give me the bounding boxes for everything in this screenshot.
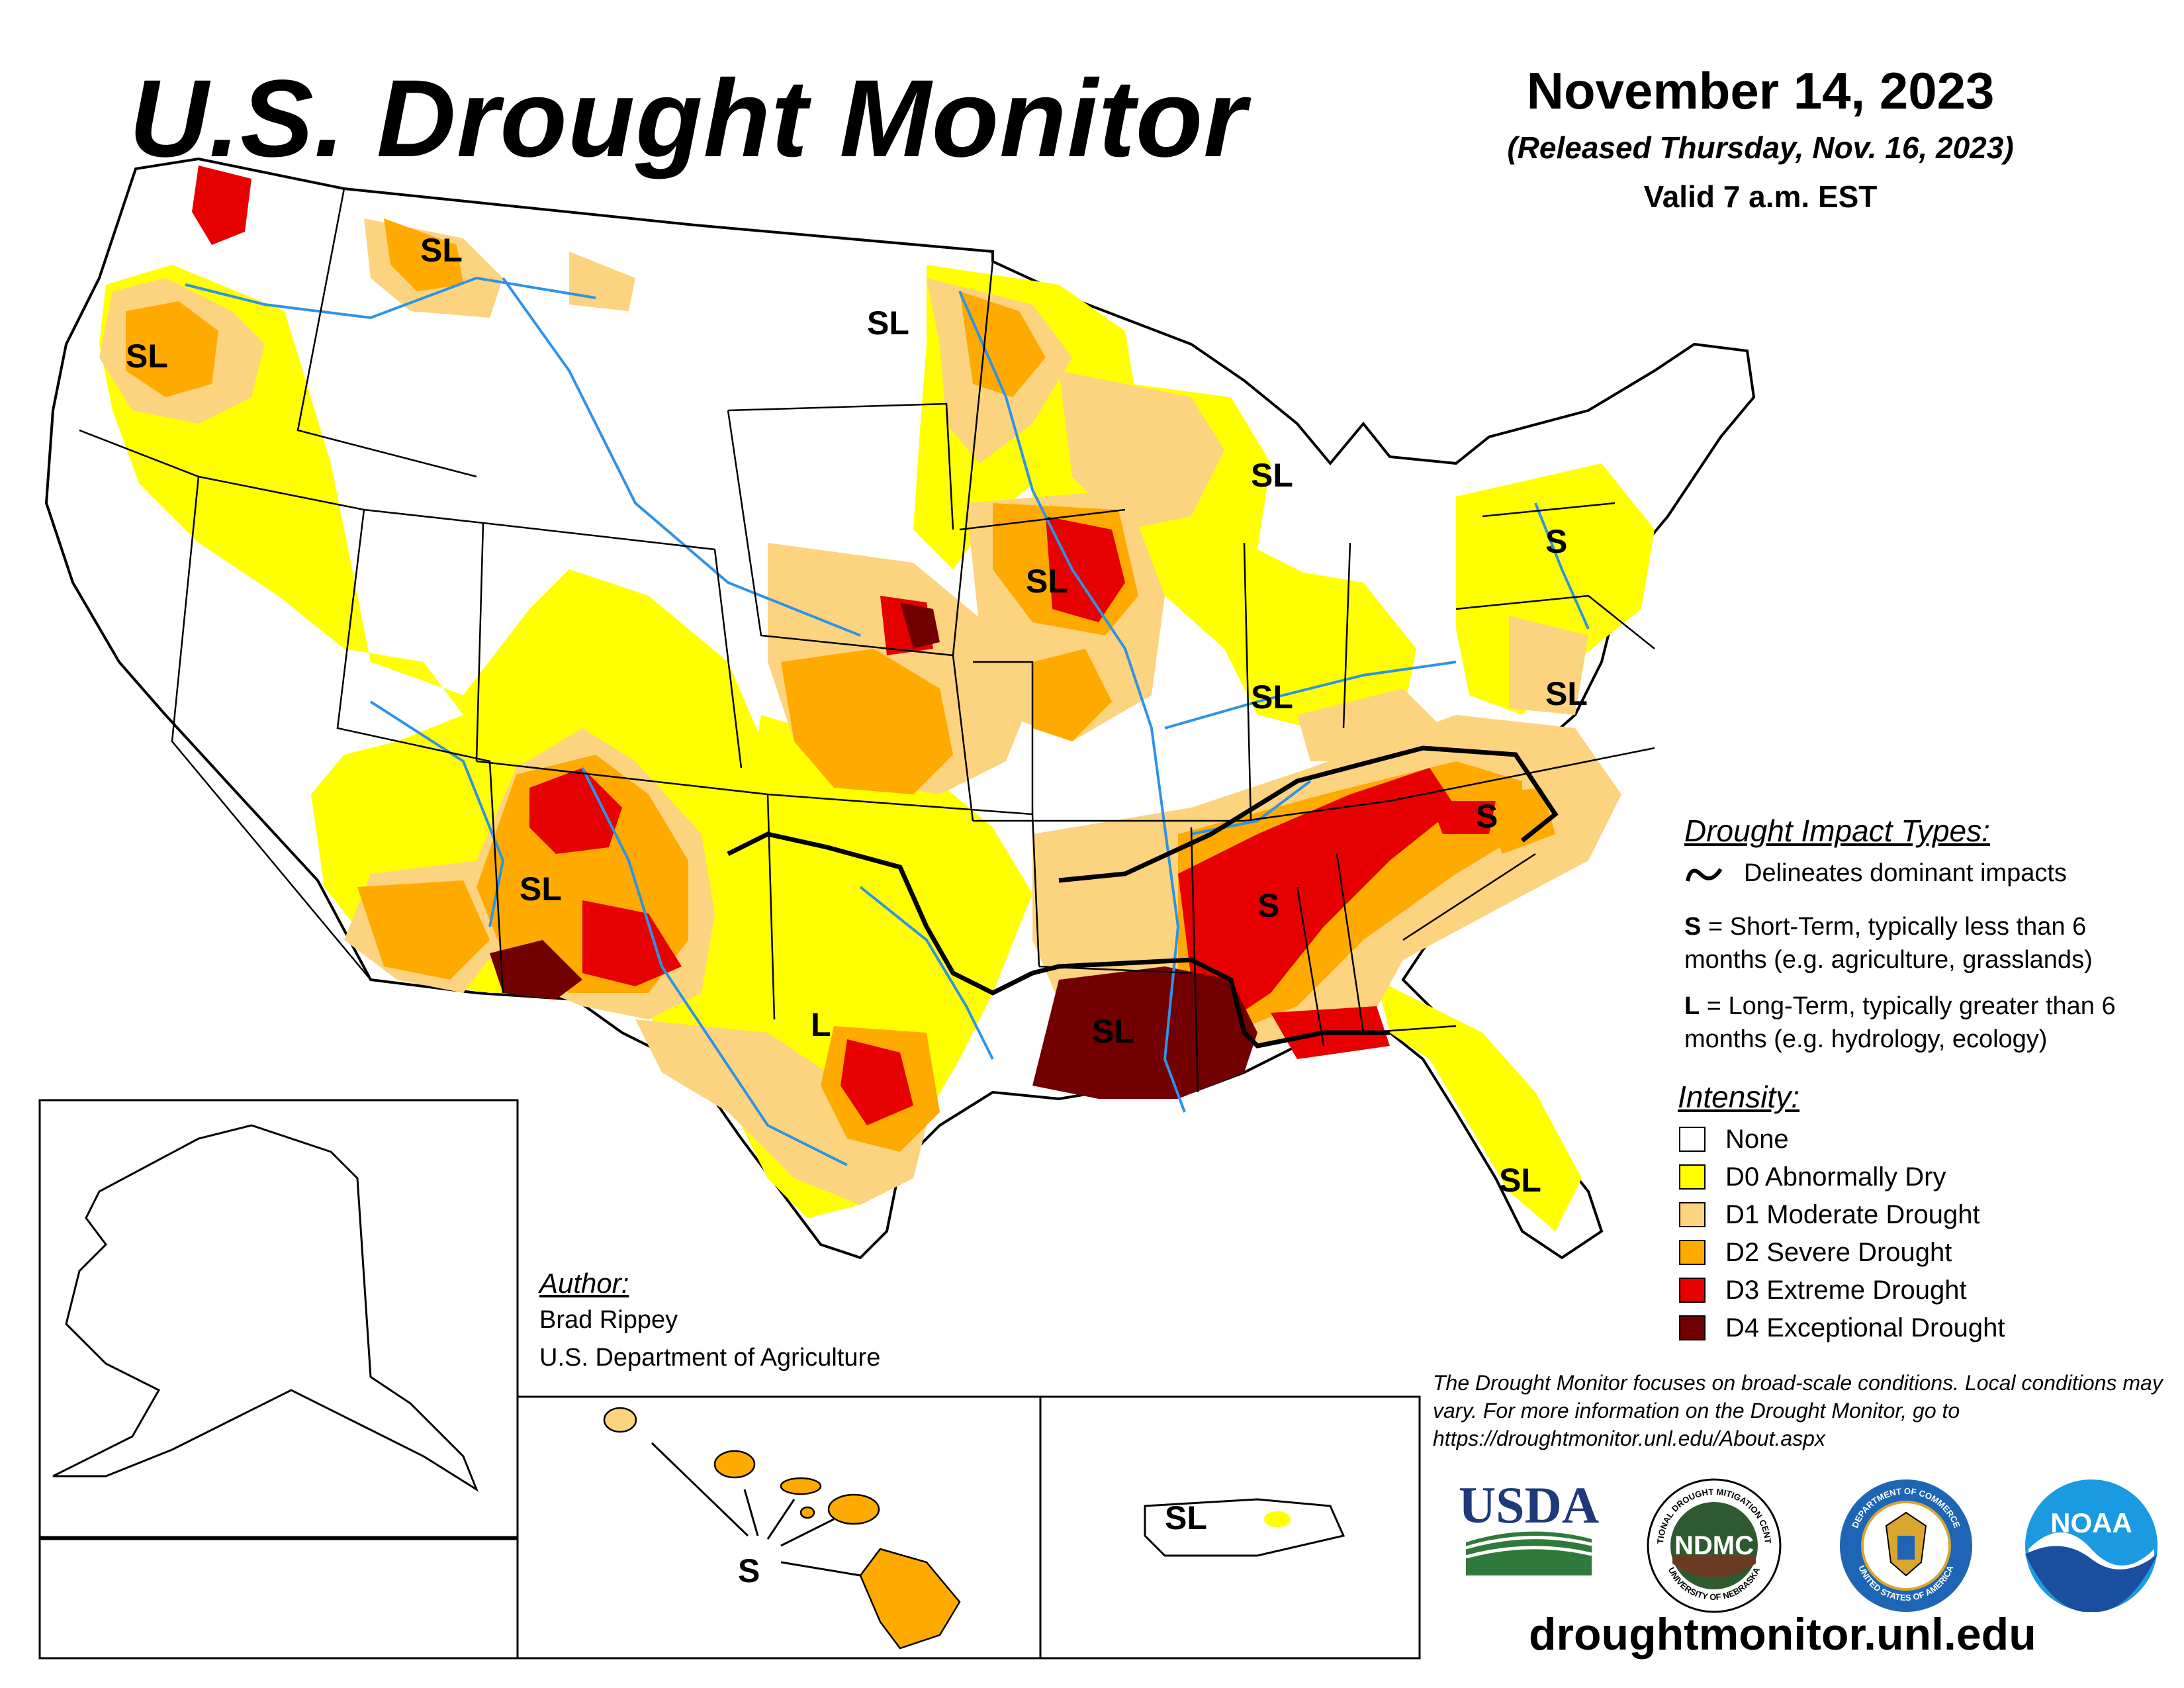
- map-label-ia: SL: [1026, 563, 1068, 600]
- map-label-in: SL: [1251, 679, 1293, 716]
- valid-time: Valid 7 a.m. EST: [1643, 179, 1878, 214]
- impact-short-term: S = Short-Term, typically less than 6 mo…: [1684, 910, 2174, 976]
- usda-logo: USDA: [1459, 1476, 1599, 1575]
- state-borders: [79, 188, 1655, 1093]
- swatch-d4: [1679, 1315, 1706, 1340]
- swatch-d0: [1679, 1164, 1706, 1190]
- map-label-va: SL: [1545, 675, 1588, 712]
- legend-label-d1: D1 Moderate Drought: [1725, 1199, 1980, 1229]
- impact-line-icon: [1686, 868, 1723, 882]
- disclaimer-text: The Drought Monitor focuses on broad-sca…: [1433, 1371, 2163, 1450]
- intensity-title: Intensity:: [1678, 1080, 1800, 1114]
- map-label-wa: SL: [126, 338, 168, 375]
- legend-row-d1: D1 Moderate Drought: [1679, 1199, 1980, 1229]
- rivers: [185, 276, 1590, 1166]
- map-label-la: SL: [1092, 1013, 1134, 1050]
- map-label-pr: SL: [1165, 1499, 1207, 1536]
- ndmc-logo-text: NDMC: [1674, 1531, 1754, 1560]
- map-label-fl: SL: [1499, 1162, 1541, 1199]
- alaska-outline: [52, 1124, 479, 1492]
- map-labels: SL SL SL SL SL S SL SL S S SL SL L SL S …: [126, 232, 1588, 1589]
- commerce-seal-logo: DEPARTMENT OF COMMERCE UNITED STATES OF …: [1840, 1479, 1972, 1612]
- hawaii-pointer-lines: [651, 1442, 861, 1577]
- map-label-nm: SL: [520, 870, 562, 908]
- impact-line-legend: Delineates dominant impacts: [1684, 859, 2067, 888]
- puerto-rico-inset-frame: [1039, 1395, 1421, 1660]
- map-date: November 14, 2023: [1526, 62, 1995, 120]
- map-title: U.S. Drought Monitor: [129, 58, 1247, 180]
- impact-types-title: Drought Impact Types:: [1684, 814, 1990, 848]
- legend-row-d2: D2 Severe Drought: [1679, 1237, 1952, 1267]
- impact-short-key: S: [1684, 913, 1702, 941]
- legend-label-d4: D4 Exceptional Drought: [1725, 1313, 2005, 1342]
- author-title: Author:: [539, 1268, 629, 1299]
- noaa-logo: NOAA: [2025, 1479, 2158, 1613]
- map-label-ny-pa: S: [1545, 523, 1567, 560]
- legend-label-none: None: [1725, 1124, 1789, 1154]
- map-label-nc: S: [1476, 798, 1498, 835]
- hawaii-islands: [603, 1407, 961, 1650]
- impact-long-term: L = Long-Term, typically greater than 6 …: [1684, 990, 2174, 1056]
- swatch-d1: [1679, 1202, 1706, 1227]
- legend-row-d0: D0 Abnormally Dry: [1679, 1162, 1946, 1192]
- author-org: U.S. Department of Agriculture: [539, 1344, 881, 1372]
- legend-label-d0: D0 Abnormally Dry: [1725, 1162, 1946, 1192]
- map-label-mi: SL: [1251, 457, 1293, 494]
- impact-long-text: = Long-Term, typically greater than 6 mo…: [1684, 992, 2116, 1053]
- ndmc-logo: NDMC NATIONAL DROUGHT MITIGATION CENTER …: [1645, 1476, 1782, 1613]
- legend-row-none: None: [1679, 1124, 1789, 1154]
- map-label-tx: L: [811, 1006, 831, 1043]
- usda-logo-text: USDA: [1459, 1476, 1599, 1534]
- map-label-hi: S: [738, 1552, 760, 1589]
- legend-row-d4: D4 Exceptional Drought: [1679, 1313, 2005, 1342]
- noaa-logo-text: NOAA: [2050, 1507, 2132, 1538]
- map-label-nd: SL: [867, 305, 909, 342]
- d4-regions: [490, 602, 1257, 1099]
- legend-label-d3: D3 Extreme Drought: [1725, 1275, 1967, 1305]
- author-name: Brad Rippey: [539, 1306, 678, 1334]
- impact-short-text: = Short-Term, typically less than 6 mont…: [1684, 913, 2093, 974]
- puerto-rico-outline: [1144, 1498, 1345, 1557]
- map-label-id-mt: SL: [420, 232, 463, 269]
- legend-row-d3: D3 Extreme Drought: [1679, 1275, 1967, 1305]
- impact-boundaries: [727, 745, 1559, 1049]
- swatch-d3: [1679, 1278, 1706, 1303]
- swatch-d2: [1679, 1240, 1706, 1265]
- impact-line-label: Delineates dominant impacts: [1744, 859, 2067, 887]
- impact-long-key: L: [1684, 992, 1700, 1020]
- map-label-al: S: [1257, 887, 1279, 924]
- swatch-none: [1679, 1127, 1706, 1152]
- release-date: (Released Thursday, Nov. 16, 2023): [1507, 130, 2014, 165]
- hawaii-inset-frame: [516, 1395, 1042, 1660]
- website-url[interactable]: droughtmonitor.unl.edu: [1529, 1609, 2036, 1660]
- legend-label-d2: D2 Severe Drought: [1725, 1237, 1952, 1267]
